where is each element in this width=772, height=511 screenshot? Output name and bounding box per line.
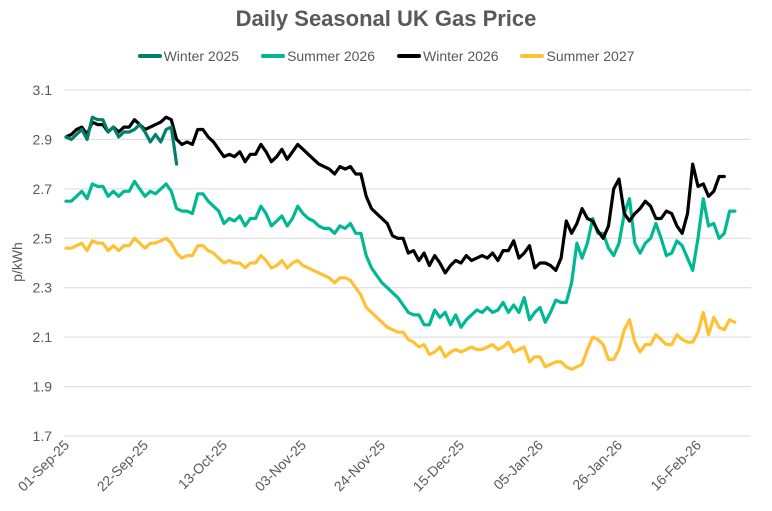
legend-swatch (520, 54, 545, 58)
legend: Winter 2025 Summer 2026 Winter 2026 Summ… (0, 48, 772, 64)
y-axis-title: p/kWh (9, 242, 25, 282)
x-tick-label: 24-Nov-25 (331, 437, 389, 495)
x-axis-ticks: 01-Sep-25 22-Sep-25 13-Oct-25 03-Nov-25 24-N… (15, 437, 705, 495)
y-tick-label: 1.9 (33, 379, 53, 395)
legend-swatch (261, 54, 286, 58)
y-tick-label: 3.1 (33, 82, 53, 98)
x-tick-label: 05-Jan-26 (490, 437, 546, 493)
series-line-winter-2026 (64, 115, 726, 275)
legend-label: Winter 2025 (163, 48, 240, 64)
series-line-winter-2025 (64, 115, 179, 166)
x-tick-label: 26-Jan-26 (569, 437, 625, 493)
legend-label: Summer 2027 (546, 48, 635, 64)
gridlines (64, 89, 751, 437)
legend-swatch (137, 54, 162, 58)
x-tick-label: 22-Sep-25 (94, 437, 152, 495)
x-tick-label: 03-Nov-25 (252, 437, 310, 495)
legend-item-winter-2026: Winter 2026 (397, 48, 498, 64)
legend-item-summer-2027: Summer 2027 (520, 48, 634, 64)
legend-swatch (397, 54, 421, 58)
x-tick-label: 16-Feb-26 (647, 437, 704, 494)
x-tick-label: 15-Dec-25 (410, 437, 468, 495)
y-axis-ticks: 1.7 1.9 2.1 2.3 2.5 2.7 2.9 3.1 (33, 82, 53, 444)
series-lines (64, 115, 737, 371)
x-tick-label: 13-Oct-25 (175, 437, 230, 492)
x-tick-label: 01-Sep-25 (15, 437, 73, 495)
chart-title: Daily Seasonal UK Gas Price (235, 6, 537, 31)
legend-item-summer-2026: Summer 2026 (261, 48, 375, 64)
legend-label: Winter 2026 (423, 48, 499, 64)
series-line-summer-2027 (64, 236, 737, 371)
series-line-summer-2026 (64, 179, 737, 329)
y-tick-label: 2.1 (33, 329, 53, 345)
legend-label: Summer 2026 (287, 48, 375, 64)
y-tick-label: 1.7 (33, 428, 53, 444)
y-tick-label: 2.3 (33, 280, 53, 296)
y-tick-label: 2.7 (33, 181, 53, 197)
legend-item-winter-2025: Winter 2025 (137, 48, 240, 64)
y-tick-label: 2.9 (33, 131, 53, 147)
y-tick-label: 2.5 (33, 230, 53, 246)
